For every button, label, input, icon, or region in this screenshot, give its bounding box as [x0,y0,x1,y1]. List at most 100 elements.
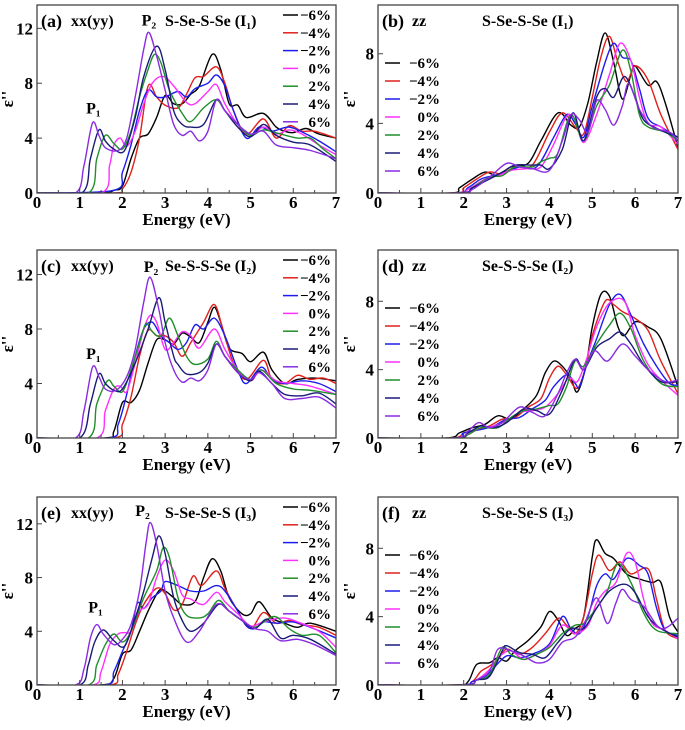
y-tick-label: 0 [366,184,375,203]
legend-label: −4% [300,518,331,534]
legend-label: 6% [309,360,332,376]
y-axis-label: ε'' [0,336,17,353]
series-line-3 [378,557,678,685]
y-tick-label: 8 [366,292,375,311]
y-axis-label: ε'' [340,91,359,108]
x-axis-label: Energy (eV) [484,210,572,229]
peak-label-1: P₁ [88,599,103,616]
series-line-7 [378,588,678,685]
x-tick-label: 1 [75,438,84,457]
legend-item: −4% [283,518,331,534]
legend-item: −4% [385,566,440,582]
x-tick-label: 0 [374,193,383,212]
legend-label: −2% [409,92,440,108]
legend-item: 2% [385,620,440,636]
legend-label: −4% [300,271,331,287]
x-tick-label: 6 [631,193,640,212]
legend-label: 2% [418,620,441,636]
peak-label-1: P₁ [86,346,101,363]
legend-label: 0% [309,61,332,77]
x-axis-label: Energy (eV) [484,455,572,474]
series-line-6 [37,45,336,193]
legend-label: 6% [418,164,441,180]
series-line-6 [378,583,678,685]
legend-label: −6% [409,301,440,317]
legend-item: −2% [385,92,440,108]
legend-item: 6% [385,656,440,672]
component-label: xx(yy) [71,13,114,30]
legend-label: 2% [309,79,332,95]
legend-label: 2% [309,571,332,587]
y-axis-label: ε'' [340,583,359,600]
peak-label-2: P₂ [144,259,159,276]
structure-title: Se-S-S-Se (I₂) [482,258,573,275]
legend-item: −4% [385,74,440,90]
series-line-6 [378,331,678,438]
legend: −6%−4%−2%0%2%4%6% [283,8,331,131]
x-tick-label: 6 [631,438,640,457]
legend: −6%−4%−2%0%2%4%6% [283,253,331,376]
series-line-7 [378,82,678,193]
panel-label: (a) [41,11,62,32]
legend-item: 0% [283,553,331,569]
structure-title: S-Se-S-Se (I₁) [482,13,573,30]
x-tick-label: 1 [417,438,426,457]
y-tick-label: 0 [25,429,34,448]
legend: −6%−4%−2%0%2%4%6% [385,301,440,425]
legend-item: −4% [283,26,331,42]
panel-label: (d) [382,256,404,277]
legend-label: 4% [418,391,441,407]
x-tick-label: 5 [588,438,597,457]
y-tick-label: 4 [25,375,34,394]
series-line-5 [378,562,678,685]
legend-label: 2% [418,128,441,144]
y-tick-label: 0 [366,429,375,448]
x-tick-label: 4 [204,193,213,212]
x-tick-label: 6 [631,685,640,704]
x-tick-label: 3 [502,193,511,212]
x-tick-label: 5 [588,193,597,212]
y-tick-label: 8 [25,569,34,588]
legend-item: −4% [283,271,331,287]
legend-item: 0% [283,306,331,322]
legend-label: −4% [409,566,440,582]
legend-label: −2% [409,584,440,600]
legend-item: −2% [283,44,331,60]
series-line-2 [378,554,678,685]
x-axis-label: Energy (eV) [142,210,230,229]
x-tick-label: 3 [502,685,511,704]
legend-label: −6% [409,56,440,72]
x-tick-label: 6 [289,685,298,704]
legend-label: −4% [409,74,440,90]
legend-label: −4% [409,319,440,335]
x-tick-label: 1 [417,193,426,212]
legend-label: 0% [418,110,441,126]
x-tick-label: 6 [289,193,298,212]
legend-item: 6% [385,164,440,180]
y-tick-label: 4 [366,608,375,627]
legend-label: −6% [300,500,331,516]
legend-item: 0% [283,61,331,77]
series-line-7 [378,343,678,438]
legend-label: 6% [309,115,332,131]
series-line-7 [37,276,336,438]
legend-item: −2% [283,289,331,305]
x-axis-label: Energy (eV) [142,455,230,474]
y-tick-label: 4 [25,622,34,641]
legend: −6%−4%−2%0%2%4%6% [385,56,440,180]
series-line-3 [37,580,336,685]
legend-label: −2% [300,536,331,552]
y-tick-label: 12 [16,515,33,534]
legend-label: −2% [300,44,331,60]
legend-item: −2% [385,337,440,353]
legend-label: −6% [300,253,331,269]
x-tick-label: 7 [674,685,683,704]
y-tick-label: 0 [366,676,375,695]
legend-item: 4% [283,589,331,605]
panel-label: (b) [382,11,404,32]
x-tick-label: 4 [545,193,554,212]
legend-item: 6% [283,115,331,131]
structure-title: Se-S-S-Se (I₂) [165,258,256,275]
structure-title: S-Se-Se-S (I₃) [482,505,573,522]
legend-item: 6% [283,360,331,376]
